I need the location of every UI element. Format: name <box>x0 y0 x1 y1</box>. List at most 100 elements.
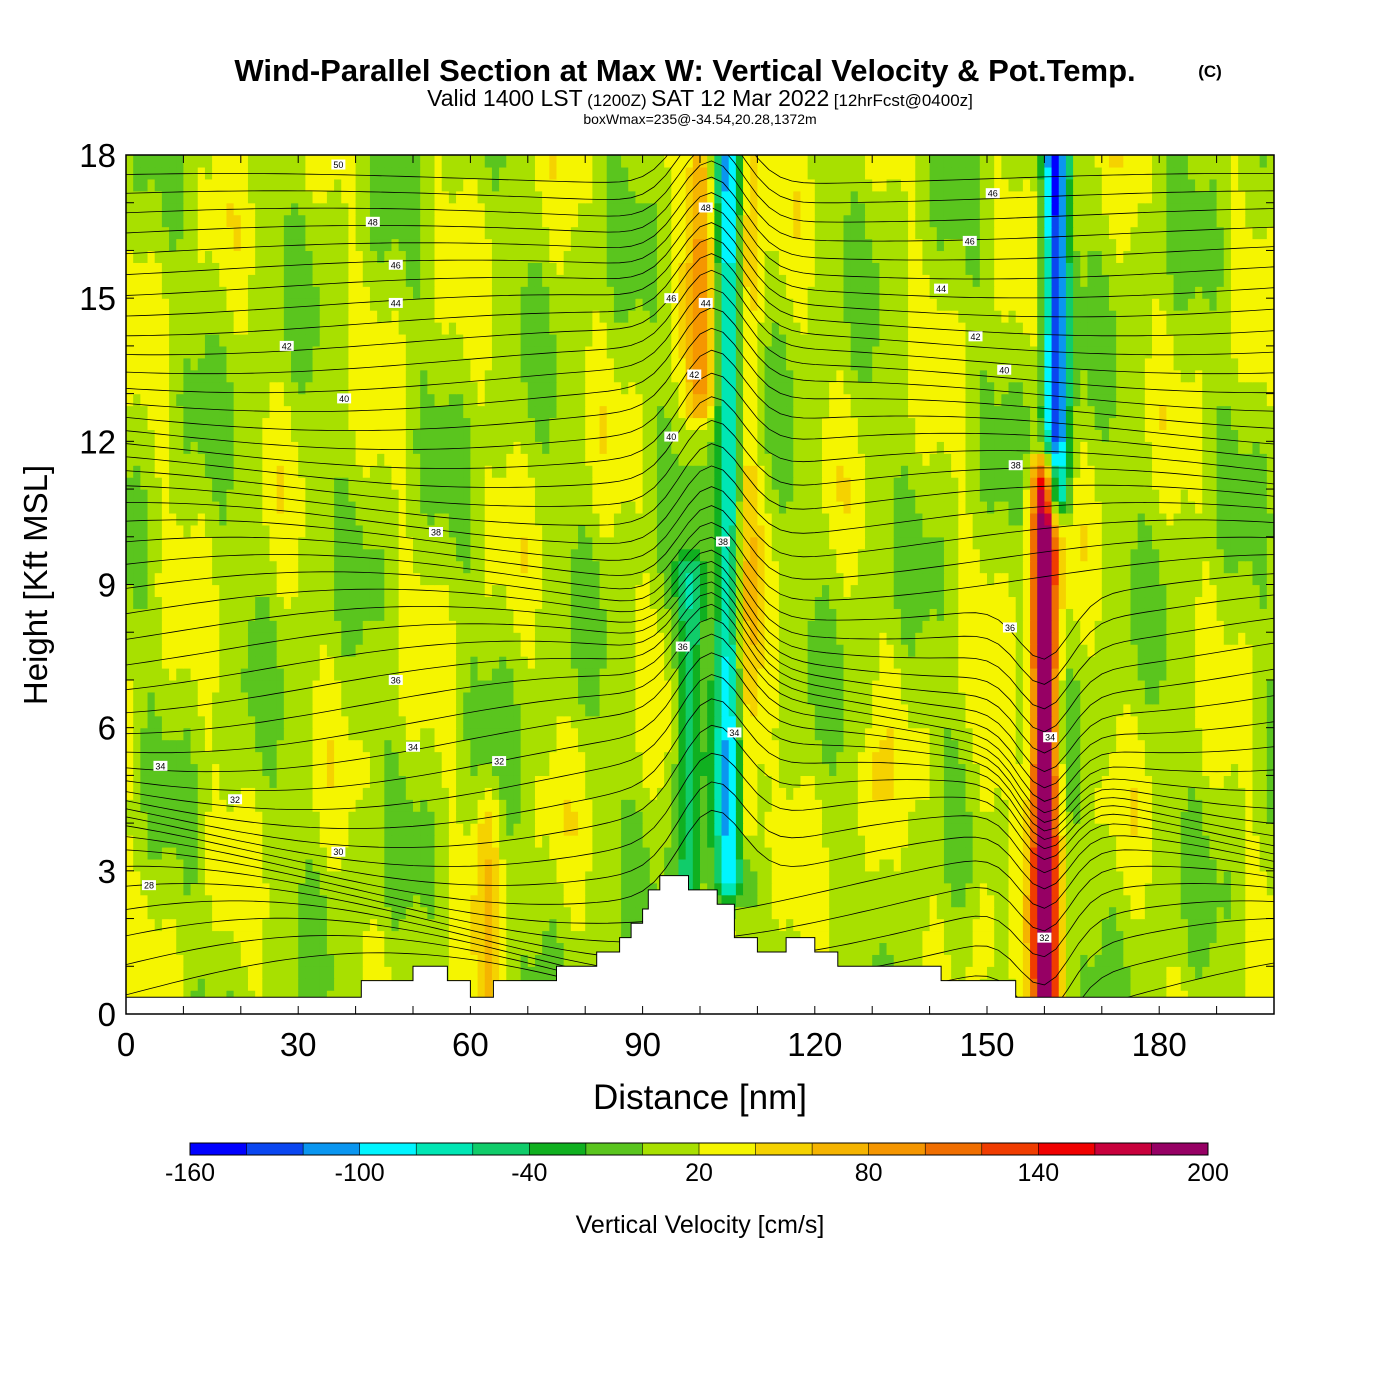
velocity-cell <box>1108 644 1117 657</box>
velocity-cell <box>1159 644 1167 657</box>
velocity-cell <box>656 715 665 729</box>
velocity-cell <box>570 775 579 788</box>
velocity-cell <box>793 858 802 872</box>
velocity-cell <box>642 679 651 693</box>
velocity-cell <box>190 656 199 669</box>
velocity-cell <box>190 966 199 979</box>
velocity-cell <box>872 811 880 824</box>
velocity-cell <box>276 775 285 788</box>
velocity-cell <box>678 656 687 669</box>
velocity-cell <box>204 739 213 753</box>
velocity-cell <box>269 978 278 991</box>
velocity-cell <box>1216 763 1225 776</box>
velocity-cell <box>1238 703 1246 717</box>
velocity-cell <box>757 835 766 848</box>
velocity-cell <box>190 846 199 860</box>
velocity-cell <box>470 751 479 765</box>
velocity-cell <box>334 811 342 824</box>
velocity-cell <box>506 930 515 944</box>
velocity-cell <box>757 668 766 681</box>
velocity-cell <box>664 668 672 681</box>
velocity-cell <box>807 846 816 860</box>
velocity-cell <box>204 656 213 669</box>
velocity-cell <box>692 846 701 860</box>
velocity-cell <box>1116 942 1124 955</box>
velocity-cell <box>865 930 873 944</box>
velocity-cell <box>915 751 924 765</box>
velocity-cell <box>341 727 350 741</box>
velocity-cell <box>269 918 278 932</box>
velocity-cell <box>1044 668 1053 681</box>
velocity-cell <box>1137 703 1146 717</box>
velocity-cell <box>599 930 608 944</box>
velocity-cell <box>520 799 529 812</box>
velocity-cell <box>276 990 285 1003</box>
velocity-cell <box>1216 846 1225 860</box>
velocity-cell <box>728 715 737 729</box>
velocity-cell <box>1137 918 1146 932</box>
velocity-cell <box>900 644 909 657</box>
velocity-cell <box>1180 978 1189 991</box>
velocity-cell <box>190 644 199 657</box>
velocity-cell <box>204 787 213 800</box>
velocity-cell <box>621 763 629 776</box>
velocity-cell <box>176 715 184 729</box>
velocity-cell <box>255 739 263 753</box>
velocity-cell <box>800 775 809 788</box>
velocity-cell <box>743 656 751 669</box>
velocity-cell <box>936 954 945 967</box>
velocity-cell <box>391 966 400 979</box>
velocity-cell <box>1037 918 1045 932</box>
velocity-cell <box>262 656 271 669</box>
velocity-cell <box>534 668 543 681</box>
velocity-cell <box>326 906 335 920</box>
velocity-cell <box>1209 668 1218 681</box>
velocity-cell <box>298 787 306 800</box>
velocity-cell <box>642 811 651 824</box>
velocity-cell <box>434 775 443 788</box>
velocity-cell <box>807 739 816 753</box>
velocity-cell <box>1245 930 1254 944</box>
velocity-cell <box>692 835 701 848</box>
velocity-cell <box>427 906 436 920</box>
velocity-cell <box>1144 894 1153 908</box>
velocity-cell <box>1022 811 1031 824</box>
velocity-cell <box>1173 703 1182 717</box>
velocity-cell <box>1187 835 1196 848</box>
velocity-cell <box>1187 751 1196 765</box>
velocity-cell <box>140 835 149 848</box>
velocity-cell <box>398 656 407 669</box>
velocity-cell <box>958 656 967 669</box>
velocity-cell <box>585 691 593 705</box>
velocity-cell <box>1058 727 1067 741</box>
velocity-cell <box>987 823 995 836</box>
velocity-cell <box>463 763 471 776</box>
velocity-cell <box>176 906 184 920</box>
velocity-cell <box>1202 918 1211 932</box>
velocity-cell <box>800 799 809 812</box>
velocity-cell <box>578 703 586 717</box>
velocity-cell <box>1001 715 1010 729</box>
velocity-cell <box>456 918 464 932</box>
velocity-cell <box>283 835 292 848</box>
velocity-cell <box>685 870 694 884</box>
velocity-cell <box>1252 823 1261 836</box>
velocity-cell <box>1209 978 1218 991</box>
velocity-cell <box>219 656 228 669</box>
velocity-cell <box>829 942 837 955</box>
velocity-cell <box>1051 811 1060 824</box>
velocity-cell <box>1008 703 1017 717</box>
velocity-cell <box>649 715 658 729</box>
velocity-cell <box>1238 870 1246 884</box>
velocity-cell <box>269 632 278 645</box>
velocity-cell <box>534 835 543 848</box>
velocity-cell <box>147 811 156 824</box>
velocity-cell <box>649 751 658 765</box>
velocity-cell <box>1152 906 1160 920</box>
velocity-cell <box>972 775 981 788</box>
velocity-cell <box>1108 703 1117 717</box>
velocity-cell <box>1094 906 1103 920</box>
velocity-cell <box>1008 870 1017 884</box>
velocity-cell <box>226 882 235 896</box>
velocity-cell <box>226 918 235 932</box>
